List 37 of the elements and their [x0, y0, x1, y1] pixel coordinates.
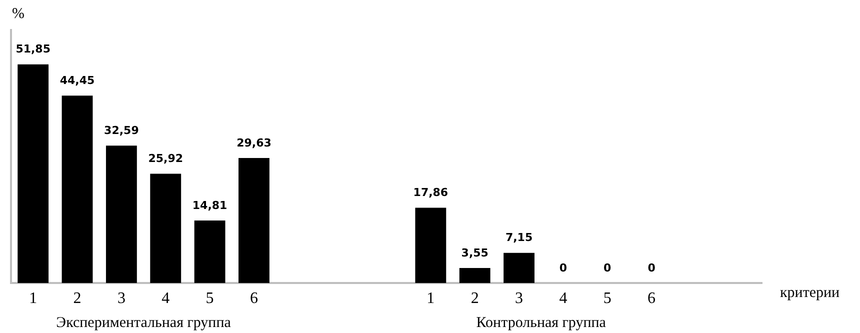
data-label: 51,85	[16, 42, 50, 56]
data-label: 17,86	[413, 186, 448, 200]
text: Контрольная группа	[476, 314, 606, 331]
data-label: 25,92	[148, 152, 184, 166]
bar	[194, 220, 226, 283]
bar	[459, 268, 490, 283]
text: Экспериментальная группа	[56, 314, 232, 331]
data-label: 14,81	[192, 198, 228, 212]
bar	[415, 208, 446, 283]
bar	[150, 174, 182, 283]
x-tick-label: 5	[603, 290, 612, 307]
bar	[62, 96, 93, 283]
x-axis-title: критерии	[780, 284, 840, 301]
x-tick-label: 4	[559, 290, 568, 307]
data-label: 3,55	[461, 246, 488, 260]
x-tick-label: 3	[117, 290, 126, 307]
data-label: 29,63	[236, 136, 272, 150]
x-tick-label: 5	[206, 290, 214, 307]
bar	[238, 158, 270, 283]
x-tick-label: 1	[426, 290, 435, 307]
bar	[106, 146, 137, 283]
data-label: 0	[559, 261, 568, 274]
x-tick-label: 2	[470, 290, 479, 307]
bar	[18, 64, 49, 283]
x-tick-label: 6	[250, 290, 258, 307]
x-tick-label: 3	[515, 290, 524, 307]
x-tick-label: 2	[73, 290, 82, 307]
x-tick-label: 1	[29, 290, 38, 307]
bar	[504, 252, 534, 283]
data-label: 0	[604, 261, 612, 274]
data-label: 0	[648, 261, 656, 274]
data-label: 32,59	[104, 124, 139, 137]
y-axis-title: %	[12, 6, 24, 22]
data-label: 7,15	[505, 231, 533, 244]
x-tick-label: 6	[648, 290, 656, 307]
x-tick-label: 4	[162, 290, 170, 307]
data-label: 44,45	[60, 74, 95, 87]
